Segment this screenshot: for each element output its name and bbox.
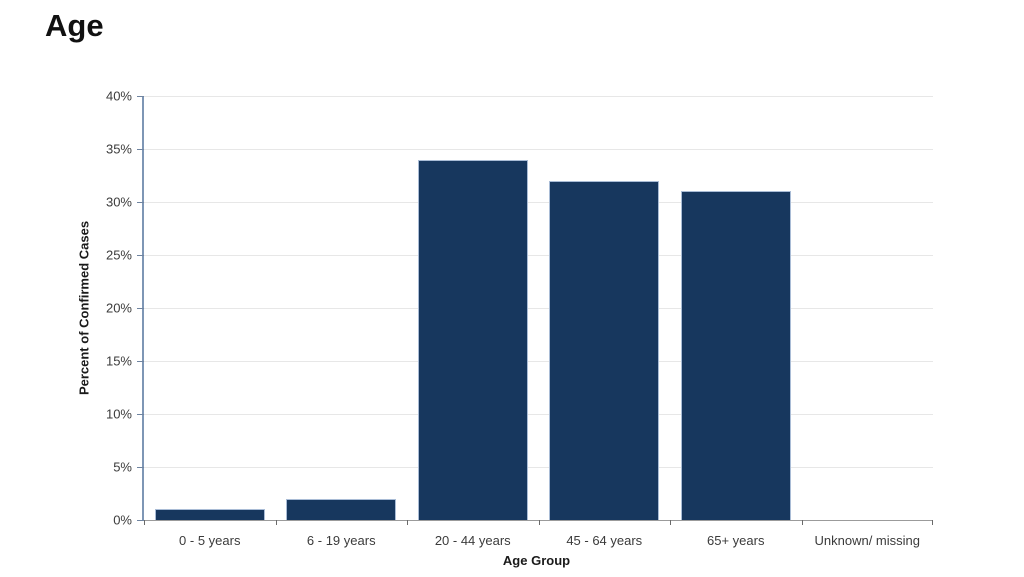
gridline: [144, 148, 933, 150]
bar-0-5-years: [154, 509, 265, 520]
gridline: [144, 413, 933, 415]
y-axis-tick: [137, 254, 144, 256]
gridline: [144, 95, 933, 97]
y-tick-label: 10%: [105, 406, 132, 422]
bar-20-44-years: [417, 159, 528, 520]
y-axis-tick: [137, 413, 144, 415]
y-axis-tick: [137, 519, 144, 521]
bar-6-19-years: [286, 498, 397, 520]
x-tick-label: 0 - 5 years: [179, 533, 241, 548]
y-axis-tick: [137, 201, 144, 203]
gridline: [144, 360, 933, 362]
y-axis-tick: [137, 148, 144, 150]
y-axis-tick: [137, 360, 144, 362]
x-axis-tick: [801, 520, 803, 525]
y-axis-tick: [137, 307, 144, 309]
x-tick-label: Unknown/ missing: [814, 533, 921, 548]
x-axis-tick: [275, 520, 277, 525]
gridline: [144, 201, 933, 203]
y-tick-label: 40%: [105, 88, 132, 104]
x-axis-tick: [670, 520, 671, 525]
x-axis-tick: [538, 520, 540, 525]
x-axis-tick: [407, 520, 408, 525]
y-tick-label: 20%: [105, 300, 132, 316]
y-tick-label: 30%: [105, 194, 132, 210]
gridline: [144, 307, 933, 309]
x-tick-label: 65+ years: [707, 533, 765, 548]
bar-45-64-years: [549, 180, 660, 520]
plot-area: 0% 5% 10% 15% 20% 25% 30% 35% 40% 0 - 5 years 6 - …: [106, 89, 933, 548]
gridline: [144, 466, 933, 468]
y-axis-tick: [137, 95, 144, 97]
x-axis-tick: [144, 520, 145, 525]
y-tick-label: 0%: [113, 512, 132, 528]
gridline: [144, 254, 933, 256]
x-tick-label: 20 - 44 years: [434, 533, 511, 548]
y-tick-label: 25%: [105, 247, 132, 263]
y-tick-label: 15%: [105, 353, 132, 369]
x-tick-label: 6 - 19 years: [306, 533, 376, 548]
y-tick-label: 35%: [105, 141, 132, 157]
page-title: Age: [45, 8, 104, 43]
x-axis-tick: [932, 520, 933, 525]
y-tick-label: 5%: [113, 459, 132, 475]
bar-65+-years: [680, 191, 791, 520]
x-axis-title: Age Group: [502, 553, 571, 568]
x-tick-label: 45 - 64 years: [566, 533, 643, 548]
y-axis-tick: [137, 466, 144, 468]
